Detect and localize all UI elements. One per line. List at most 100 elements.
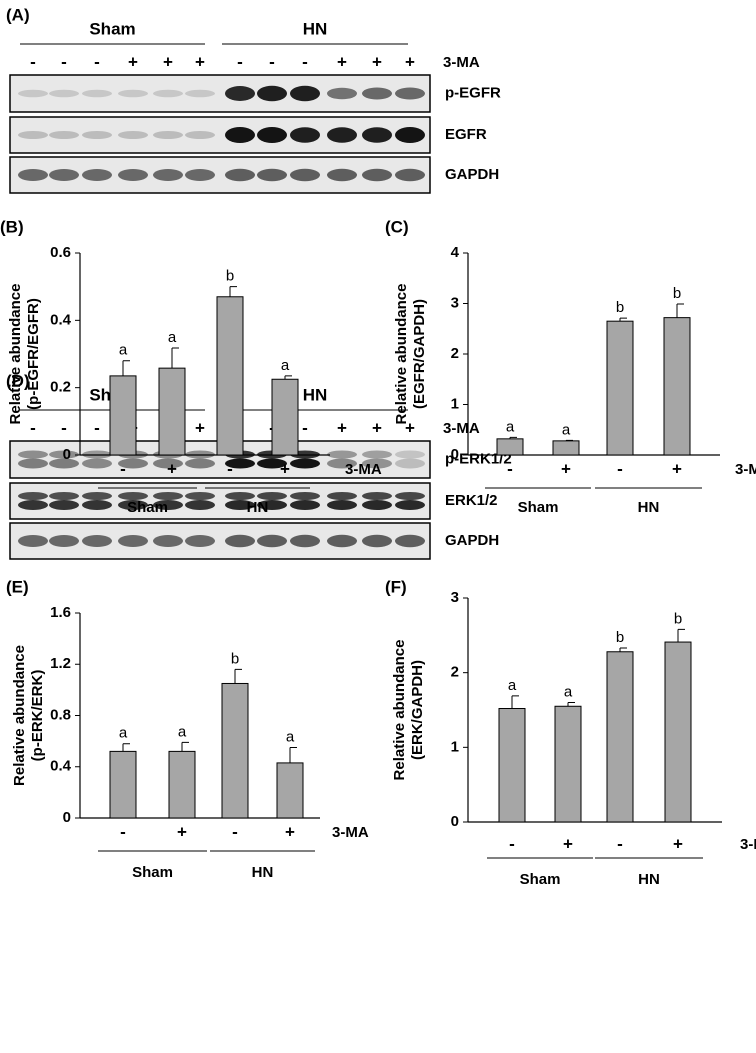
blot-band (118, 131, 148, 139)
significance-label: a (508, 677, 517, 694)
blot-band (257, 500, 287, 510)
error-bar (229, 286, 237, 297)
blot-band (118, 492, 148, 500)
error-bar (289, 747, 297, 763)
y-tick-label: 0.4 (50, 758, 72, 775)
blot-band (185, 492, 215, 500)
blot-band (185, 131, 215, 139)
blot-band (257, 492, 287, 500)
y-tick-label: 2 (451, 345, 459, 362)
lane-sign: + (195, 418, 205, 437)
panel-label: (B) (0, 217, 24, 236)
blot-band (153, 131, 183, 139)
lane-sign: - (61, 52, 67, 71)
bar (663, 317, 691, 456)
x-tick-label: + (673, 834, 683, 853)
blot-band (395, 500, 425, 510)
y-tick-label: 1 (451, 738, 459, 755)
bar (554, 705, 582, 823)
blot-band (395, 127, 425, 143)
lane-sign: + (405, 418, 415, 437)
blot-band (290, 458, 320, 469)
blot-band (362, 534, 392, 548)
significance-label: a (119, 342, 128, 359)
blot-band (118, 458, 148, 469)
blot-band (362, 168, 392, 182)
blot-band (185, 500, 215, 510)
x-tick-label: - (120, 822, 126, 841)
lane-sign: - (94, 52, 100, 71)
group-label: Sham (518, 499, 559, 516)
error-bar (234, 668, 242, 684)
error-bar (677, 628, 685, 643)
lane-sign: - (237, 52, 243, 71)
y-tick-label: 4 (451, 244, 460, 261)
y-axis-label: (EGFR/GAPDH) (411, 299, 428, 409)
x-tick-label: - (617, 459, 623, 478)
blot-band (257, 127, 287, 143)
blot-band (257, 534, 287, 548)
blot-band (225, 458, 255, 469)
y-tick-label: 0.6 (50, 244, 71, 261)
y-axis-label: (ERK/GAPDH) (409, 660, 426, 760)
y-tick-label: 0.2 (50, 379, 71, 396)
panel-label: (A) (6, 5, 30, 24)
error-bar (509, 436, 517, 439)
blot-band (395, 458, 425, 469)
blot-band (257, 168, 287, 182)
blot-band (18, 450, 48, 459)
blot-strip (9, 482, 431, 520)
x-tick-label: - (617, 834, 623, 853)
y-tick-label: 1 (451, 395, 459, 412)
band-label: GAPDH (445, 532, 499, 549)
blot-band (153, 169, 183, 181)
error-bar (122, 743, 130, 752)
bar (498, 708, 526, 823)
blot-band (49, 89, 79, 98)
blot-band (18, 458, 48, 469)
blot-band (327, 168, 357, 182)
group-label: Sham (520, 871, 561, 888)
bar (496, 438, 524, 456)
error-bar (171, 347, 179, 369)
bar (216, 296, 244, 456)
band-label: GAPDH (445, 166, 499, 183)
x-tick-label: + (672, 459, 682, 478)
treatment-label: 3-MA (332, 824, 369, 841)
y-axis-label: Relative abundance (7, 284, 24, 425)
y-tick-label: 0 (451, 813, 459, 830)
blot-band (18, 89, 48, 98)
lane-sign: - (30, 52, 36, 71)
blot-band (290, 534, 320, 548)
lane-sign: + (128, 52, 138, 71)
blot-strip (9, 156, 431, 194)
treatment-label: 3-MA (345, 461, 382, 478)
x-tick-label: + (561, 459, 571, 478)
blot-band (153, 500, 183, 510)
bar (552, 440, 580, 456)
lane-sign: + (372, 418, 382, 437)
blot-band (327, 500, 357, 510)
blot-band (290, 85, 320, 102)
bar (606, 320, 634, 456)
blot-band (395, 492, 425, 500)
x-tick-label: + (177, 822, 187, 841)
lane-sign: - (61, 418, 67, 437)
y-axis-label: (p-ERK/ERK) (29, 670, 46, 762)
y-axis-label: Relative abundance (391, 640, 408, 781)
blot-band (153, 492, 183, 500)
blot-band (362, 492, 392, 500)
blot-band (327, 534, 357, 548)
lane-sign: - (30, 418, 36, 437)
blot-band (18, 492, 48, 500)
group-label: HN (247, 499, 269, 516)
blot-band (362, 458, 392, 469)
error-bar (676, 303, 684, 318)
lane-sign: - (269, 52, 275, 71)
blot-band (49, 535, 79, 547)
blot-band (18, 500, 48, 510)
lane-sign: - (94, 418, 100, 437)
error-bar (619, 647, 627, 652)
blot-band (290, 127, 320, 143)
blot-band (118, 169, 148, 181)
